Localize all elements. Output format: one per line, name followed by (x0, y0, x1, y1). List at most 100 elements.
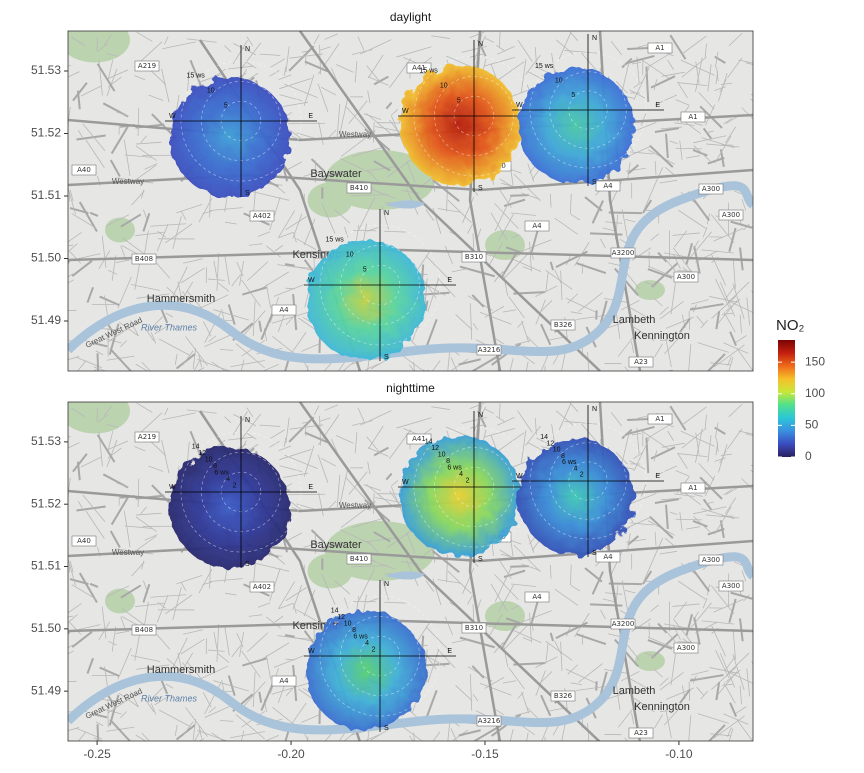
compass-label: S (592, 550, 597, 557)
ring-label: 8 (561, 453, 565, 460)
y-tick-label: 51.50 (31, 251, 61, 265)
ring-label: 5 (457, 98, 461, 105)
ring-label: 6 ws (214, 469, 229, 476)
compass-label: W (402, 479, 409, 486)
compass-label: S (245, 190, 250, 197)
polar-surface (170, 448, 290, 568)
y-tick-label: 51.53 (31, 434, 61, 448)
x-tick-label: -0.20 (277, 747, 305, 761)
ring-label: 10 (344, 620, 352, 627)
road-label: A4 (603, 553, 613, 561)
park (308, 554, 353, 589)
y-tick-label: 51.52 (31, 496, 61, 510)
road-label: A4 (532, 222, 542, 230)
place-label: River Thames (141, 693, 198, 703)
place-label: River Thames (141, 322, 198, 332)
map-panel: A219A41A1A40B410A402A4A3200A300A1A4A40B3… (39, 18, 779, 398)
road-label: A23 (634, 729, 648, 737)
polar-surface (400, 65, 520, 185)
map-panel: A219A41A1A40B410A402A4A3200A300A1A4A40B3… (39, 389, 779, 769)
street (751, 94, 769, 98)
ring-label: 15 ws (535, 63, 554, 70)
ring-label: 15 ws (325, 236, 344, 243)
street (625, 738, 650, 766)
ring-label: 5 (363, 267, 367, 274)
road-label: B410 (350, 184, 368, 192)
street (590, 233, 622, 234)
place-label: Lambeth (613, 685, 656, 697)
colorbar-label: 50 (805, 418, 819, 432)
ring-label: 6 ws (353, 633, 368, 640)
street (288, 123, 325, 124)
compass-label: N (384, 581, 389, 588)
place-label: Bayswater (310, 539, 362, 551)
park (635, 280, 665, 300)
facet-title: daylight (390, 10, 432, 24)
ring-label: 10 (438, 451, 446, 458)
road-label: A300 (722, 582, 740, 590)
road-label: B310 (465, 253, 483, 261)
road-label: A3216 (478, 346, 501, 354)
compass-label: N (245, 46, 250, 53)
street (98, 724, 99, 743)
ring-label: 10 (553, 447, 561, 454)
road-label: A300 (722, 211, 740, 219)
road-label: A23 (634, 358, 648, 366)
road-label: A40 (77, 166, 91, 174)
compass-label: N (478, 412, 483, 419)
ring-label: 5 (571, 92, 575, 99)
street (396, 741, 429, 755)
street (590, 604, 622, 605)
place-label: Lambeth (613, 314, 656, 326)
ring-label: 15 ws (419, 67, 438, 74)
road-label: A3200 (612, 249, 635, 257)
road-label: B310 (465, 624, 483, 632)
road-label: A4 (603, 182, 613, 190)
road-label: A300 (702, 556, 720, 564)
place-label: Westway (112, 177, 144, 186)
ring-label: 10 (555, 78, 563, 85)
ring-label: 8 (352, 627, 356, 634)
polar-surface (400, 436, 520, 556)
compass-label: E (655, 102, 660, 109)
ring-label: 14 (540, 434, 548, 441)
ring-label: 6 ws (447, 464, 462, 471)
compass-label: S (478, 556, 483, 563)
street (98, 353, 99, 372)
y-tick-label: 51.52 (31, 126, 61, 140)
road-label: B410 (350, 555, 368, 563)
road-label: A40 (77, 537, 91, 545)
x-tick-label: -0.25 (83, 747, 111, 761)
compass-label: S (384, 354, 389, 361)
ring-label: 12 (337, 614, 345, 621)
road-label: A4 (279, 306, 289, 314)
ring-label: 12 (547, 440, 555, 447)
ring-label: 14 (425, 438, 433, 445)
ring-label: 12 (431, 445, 439, 452)
ring-label: 4 (365, 640, 369, 647)
y-tick-label: 51.53 (31, 63, 61, 77)
park (308, 183, 353, 218)
place-label: Westway (339, 130, 371, 139)
colorbar-label: 0 (805, 449, 812, 463)
road-label: A300 (702, 185, 720, 193)
ring-label: 8 (213, 463, 217, 470)
place-label: Kennington (634, 330, 690, 342)
compass-label: W (516, 473, 523, 480)
road-label: A3200 (612, 620, 635, 628)
street (422, 741, 444, 749)
compass-label: W (308, 277, 315, 284)
road-label: A3216 (478, 717, 501, 725)
ring-label: 10 (440, 83, 448, 90)
ring-label: 14 (331, 607, 339, 614)
compass-label: E (655, 473, 660, 480)
park (60, 389, 130, 434)
street (609, 584, 642, 585)
y-tick-label: 51.50 (31, 621, 61, 635)
compass-label: N (478, 41, 483, 48)
ring-label: 8 (446, 458, 450, 465)
street (609, 213, 642, 214)
road-label: A402 (253, 583, 271, 591)
compass-label: S (245, 561, 250, 568)
